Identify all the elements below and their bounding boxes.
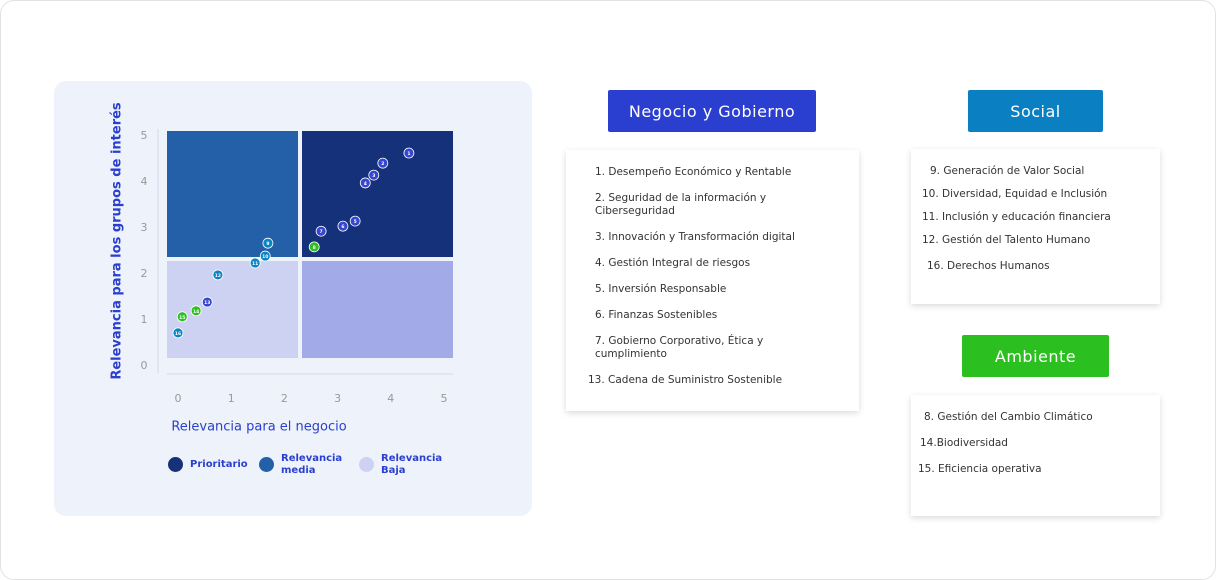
point-dot	[377, 157, 389, 169]
legend-swatch	[259, 457, 274, 472]
x-tick-label: 1	[228, 392, 235, 405]
point-label: 16	[175, 331, 181, 337]
point: 11	[249, 257, 261, 269]
point-label: 15	[179, 315, 185, 321]
y-tick-label: 4	[141, 175, 148, 188]
panel-title: Negocio y Gobierno	[608, 90, 816, 132]
panel-card	[911, 149, 1160, 304]
point-dot	[403, 147, 415, 159]
y-tick-label: 0	[141, 359, 148, 372]
point-dot	[368, 169, 380, 181]
point: 2	[377, 157, 389, 169]
point: 4	[359, 177, 371, 189]
panel-item: 8. Gestión del Cambio Climático	[924, 411, 1093, 423]
point-label: 5	[354, 219, 357, 225]
point-label: 10	[262, 254, 268, 260]
x-tick-label: 4	[387, 392, 394, 405]
panel-item: 13. Cadena de Suministro Sostenible	[588, 374, 783, 386]
point-label: 4	[364, 181, 367, 187]
point: 8	[308, 241, 320, 253]
point-dot	[190, 305, 202, 317]
panel-item: 5. Inversión Responsable	[595, 283, 727, 295]
panel-item: 6. Finanzas Sostenibles	[595, 309, 718, 321]
panel-card	[566, 150, 859, 411]
point: 3	[368, 169, 380, 181]
point-dot	[359, 177, 371, 189]
point: 16	[172, 327, 184, 339]
panel-item: 2. Seguridad de la información y Ciberse…	[595, 192, 767, 217]
point-dot	[337, 220, 349, 232]
point-label: 3	[372, 173, 375, 179]
point-dot	[176, 311, 188, 323]
point-label: 6	[341, 224, 344, 230]
panel-item: 16. Derechos Humanos	[927, 260, 1050, 272]
point-dot	[172, 327, 184, 339]
point-label: 12	[215, 273, 221, 279]
point: 6	[337, 220, 349, 232]
point-label: 1	[407, 151, 410, 157]
legend-swatch	[168, 457, 183, 472]
x-label: Relevancia para el negocio	[171, 420, 346, 435]
panel-item: 3. Innovación y Transformación digital	[595, 231, 795, 243]
y-tick-label: 5	[141, 129, 148, 142]
panel-item: 10. Diversidad, Equidad e Inclusión	[922, 188, 1108, 200]
y-label: Relevancia para los grupos de interés	[110, 102, 125, 380]
x-tick-label: 2	[281, 392, 288, 405]
point-dot	[249, 257, 261, 269]
region-baja-right	[302, 261, 453, 358]
region-baja	[167, 261, 298, 358]
panel-card	[911, 395, 1160, 516]
point: 1	[403, 147, 415, 159]
point: 7	[315, 225, 327, 237]
point-label: 7	[320, 229, 323, 235]
point-label: 11	[252, 261, 258, 267]
region-media	[167, 131, 298, 257]
y-tick-label: 1	[141, 313, 148, 326]
point-dot	[212, 269, 224, 281]
x-tick-label: 5	[441, 392, 448, 405]
point: 9	[262, 237, 274, 249]
legend-label: Relevancia media	[281, 453, 343, 476]
panel-item: 9. Generación de Valor Social	[930, 165, 1085, 177]
point-dot	[262, 237, 274, 249]
point: 15	[176, 311, 188, 323]
region-prioritario	[302, 131, 453, 257]
panel-title: Social	[968, 90, 1103, 132]
panel-item: 14.Biodiversidad	[920, 437, 1008, 449]
point: 10	[259, 250, 271, 262]
point-label: 14	[193, 309, 199, 315]
panel-item: 4. Gestión Integral de riesgos	[595, 257, 751, 269]
point-label: 2	[381, 161, 384, 167]
point-dot	[349, 215, 361, 227]
point: 5	[349, 215, 361, 227]
point: 13	[201, 296, 213, 308]
legend-label: Prioritario	[190, 459, 248, 470]
point-dot	[259, 250, 271, 262]
y-tick-label: 2	[141, 267, 148, 280]
point-label: 13	[204, 300, 210, 306]
panel-item: 11. Inclusión y educación financiera	[922, 211, 1111, 223]
legend-label: Relevancia Baja	[381, 453, 443, 476]
point-dot	[308, 241, 320, 253]
panel-title: Ambiente	[962, 335, 1109, 377]
panel-item: 1. Desempeño Económico y Rentable	[595, 166, 792, 178]
panel-item: 15. Eficiencia operativa	[918, 463, 1042, 475]
point-dot	[201, 296, 213, 308]
x-tick-label: 3	[334, 392, 341, 405]
legend-swatch	[359, 457, 374, 472]
x-tick-label: 0	[175, 392, 182, 405]
panel-item: 7. Gobierno Corporativo, Ética y cumplim…	[595, 335, 764, 360]
point: 14	[190, 305, 202, 317]
y-tick-label: 3	[141, 221, 148, 234]
point-dot	[315, 225, 327, 237]
point-label: 9	[266, 241, 269, 247]
point-label: 8	[313, 245, 316, 251]
panel-item: 12. Gestión del Talento Humano	[922, 234, 1091, 246]
point: 12	[212, 269, 224, 281]
